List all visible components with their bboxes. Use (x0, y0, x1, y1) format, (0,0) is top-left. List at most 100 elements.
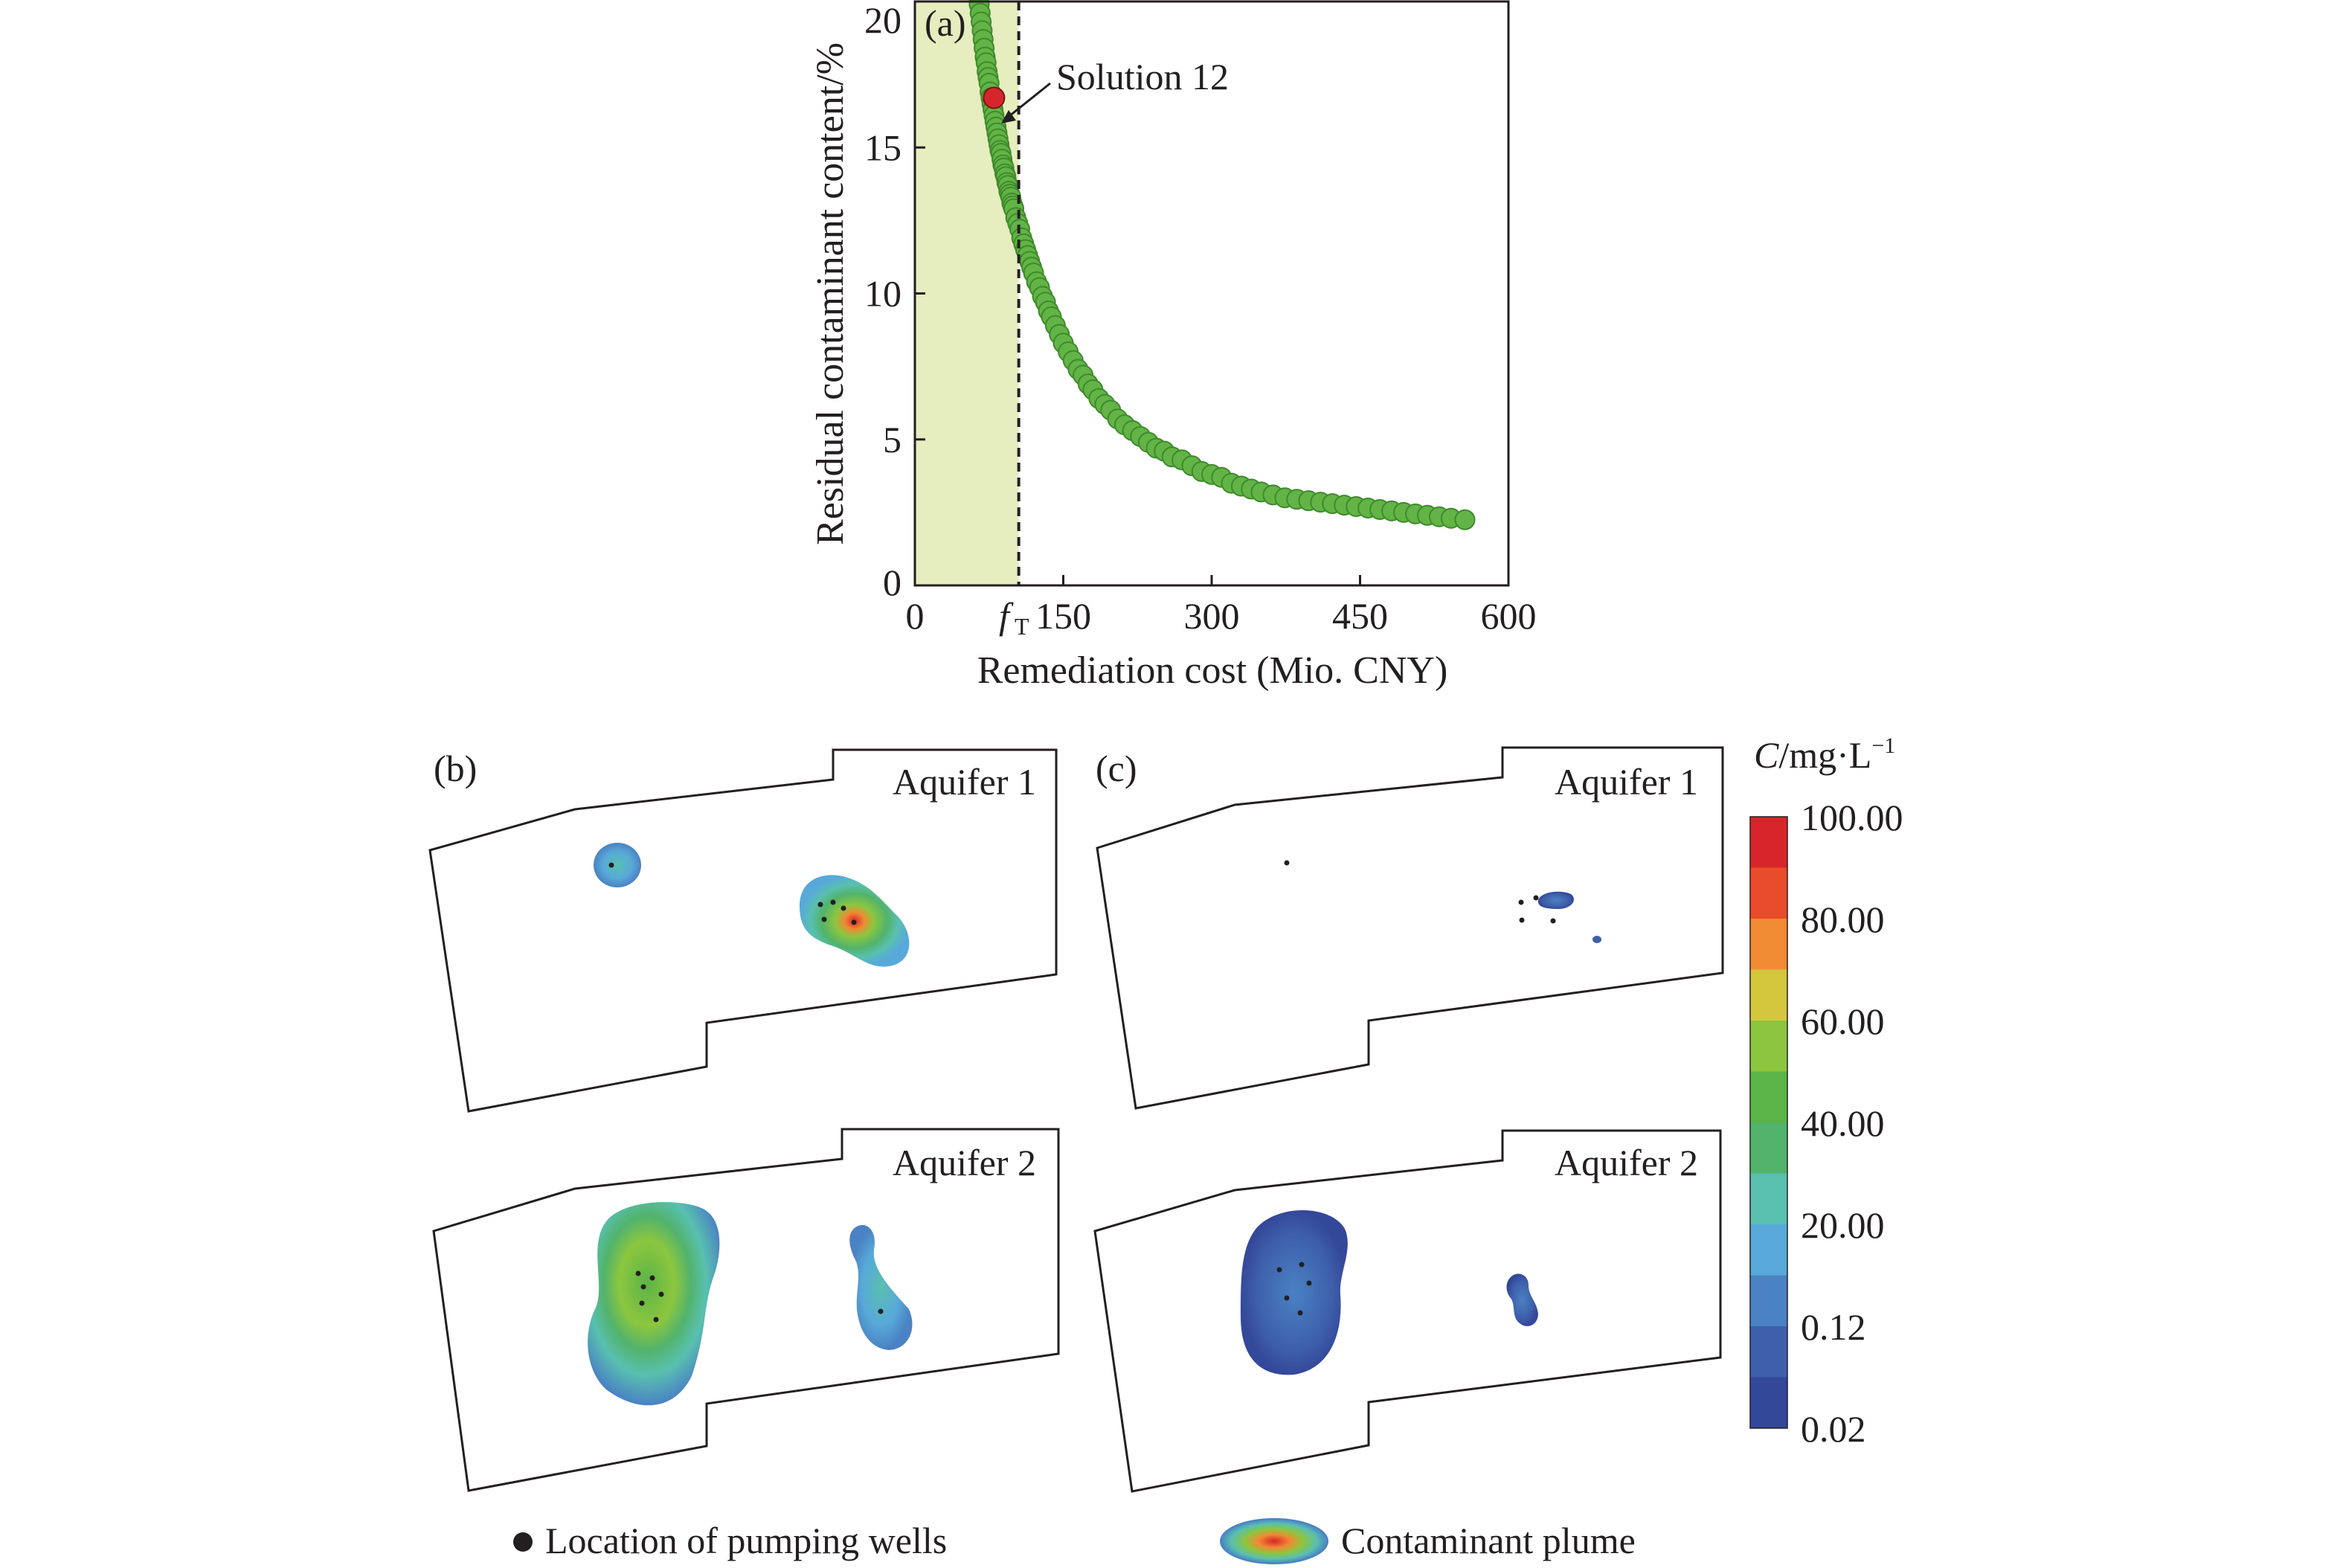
site-boundary (428, 748, 1058, 1113)
colorbar-band (1750, 867, 1787, 919)
pumping-wells (635, 1270, 884, 1323)
colorbar-tick-label: 0.02 (1801, 1408, 1866, 1450)
colorbar-tick-label: 60.00 (1801, 1000, 1885, 1042)
well (817, 902, 823, 907)
pumping-wells (608, 862, 857, 925)
map-c-aquifer-1: Aquifer 1 (1096, 746, 1724, 1110)
well (635, 1270, 641, 1276)
aquifer-label: Aquifer 1 (1555, 761, 1698, 803)
plume-secondary (849, 1224, 913, 1350)
x-axis-ticks: 0 150 300 450 600 (906, 575, 1537, 637)
well (1550, 918, 1556, 924)
colorbar-frame (1749, 816, 1788, 1429)
panel-label-c: (c) (1096, 748, 1137, 789)
colorbar-band (1750, 1173, 1787, 1225)
site-boundary (1093, 1129, 1722, 1493)
colorbar-band (1750, 1071, 1787, 1123)
threshold-label-sub: T (1015, 613, 1029, 640)
legend-plume-label: Contaminant plume (1341, 1520, 1636, 1561)
pumping-well-marker (513, 1532, 533, 1552)
pareto-points (968, 0, 1476, 530)
well (851, 919, 857, 925)
well (1306, 1280, 1312, 1286)
well (1284, 860, 1290, 866)
colorbar-title-variable: C (1754, 734, 1779, 776)
x-tick-label: 0 (906, 595, 925, 637)
solution-label: Solution 12 (1056, 56, 1229, 97)
highlighted-solution-point (983, 86, 1006, 109)
well (841, 905, 846, 911)
pumping-wells (1276, 1262, 1312, 1316)
threshold-label-main: f (999, 595, 1014, 637)
well (1276, 1267, 1282, 1273)
panel-label-a: (a) (925, 2, 966, 44)
pareto-point (1454, 509, 1476, 530)
colorbar-tick-label: 80.00 (1801, 899, 1885, 940)
legend: Location of pumping wells Contaminant pl… (513, 1518, 1636, 1564)
colorbar-title-exponent: −1 (1871, 733, 1895, 758)
well (878, 1308, 884, 1314)
colorbar-tick-label: 20.00 (1801, 1204, 1885, 1246)
x-tick-label: 150 (1035, 595, 1091, 637)
well (1284, 1295, 1290, 1301)
well (653, 1317, 659, 1323)
plume-small (594, 843, 641, 887)
panel-c-maps: (c) Aquifer 1 (1093, 746, 1724, 1493)
colorbar-bands (1750, 817, 1787, 1429)
colorbar-band (1750, 817, 1787, 868)
well (608, 862, 614, 868)
colorbar-tick-labels: 100.00 80.00 60.00 40.00 20.00 0.12 0.02 (1801, 797, 1903, 1450)
well (830, 899, 836, 905)
well (658, 1291, 664, 1297)
y-tick-label: 5 (883, 419, 901, 460)
y-tick-label: 15 (864, 126, 901, 168)
x-axis-label: Remediation cost (Mio. CNY) (977, 649, 1448, 692)
contaminant-plume-swatch (1220, 1518, 1328, 1564)
y-tick-label: 20 (864, 0, 901, 41)
threshold-label: f T (999, 595, 1029, 640)
plume-secondary (1506, 1273, 1538, 1326)
well (640, 1284, 646, 1290)
plume-main (1241, 1209, 1348, 1375)
colorbar-tick-label: 40.00 (1801, 1102, 1885, 1144)
well (1518, 899, 1524, 905)
x-tick-label: 300 (1184, 595, 1240, 637)
solution-annotation: Solution 12 (1001, 56, 1229, 123)
well (821, 916, 827, 922)
legend-wells-label: Location of pumping wells (545, 1520, 947, 1561)
well (1533, 895, 1539, 901)
well (1519, 917, 1525, 923)
well (1297, 1310, 1303, 1316)
map-b-aquifer-1: Aquifer 1 (428, 748, 1058, 1113)
plume-small (1537, 891, 1574, 909)
colorbar-band (1750, 969, 1787, 1021)
colorbar-band (1750, 919, 1787, 970)
colorbar-tick-label: 100.00 (1801, 797, 1903, 838)
y-axis-label: Residual contaminant content/% (809, 42, 852, 545)
y-tick-label: 10 (864, 273, 901, 315)
feasible-region-shading (915, 1, 1019, 585)
plume-dot (1592, 936, 1601, 943)
well (649, 1275, 655, 1281)
colorbar-band (1750, 1224, 1787, 1276)
panel-label-b: (b) (434, 748, 477, 789)
well (1299, 1262, 1305, 1267)
map-b-aquifer-2: Aquifer 2 (432, 1128, 1060, 1492)
colorbar-band (1750, 1377, 1787, 1429)
x-tick-label: 600 (1481, 595, 1537, 637)
y-axis-ticks: 0 5 10 15 20 (864, 0, 925, 603)
site-boundary (432, 1128, 1060, 1492)
panel-b-maps: (b) Aquifer 1 (428, 748, 1060, 1492)
plume-main (588, 1202, 720, 1406)
colorbar-title: C/mg·L−1 (1754, 733, 1895, 776)
colorbar-band (1750, 1122, 1787, 1174)
map-c-aquifer-2: Aquifer 2 (1093, 1129, 1722, 1493)
colorbar-tick-label: 0.12 (1801, 1306, 1866, 1348)
colorbar-band (1750, 1275, 1787, 1327)
well (639, 1300, 645, 1306)
annotation-arrowhead (1001, 110, 1016, 123)
annotation-arrow-line (1005, 82, 1051, 121)
x-tick-label: 450 (1332, 595, 1388, 637)
site-boundary (1096, 746, 1724, 1110)
